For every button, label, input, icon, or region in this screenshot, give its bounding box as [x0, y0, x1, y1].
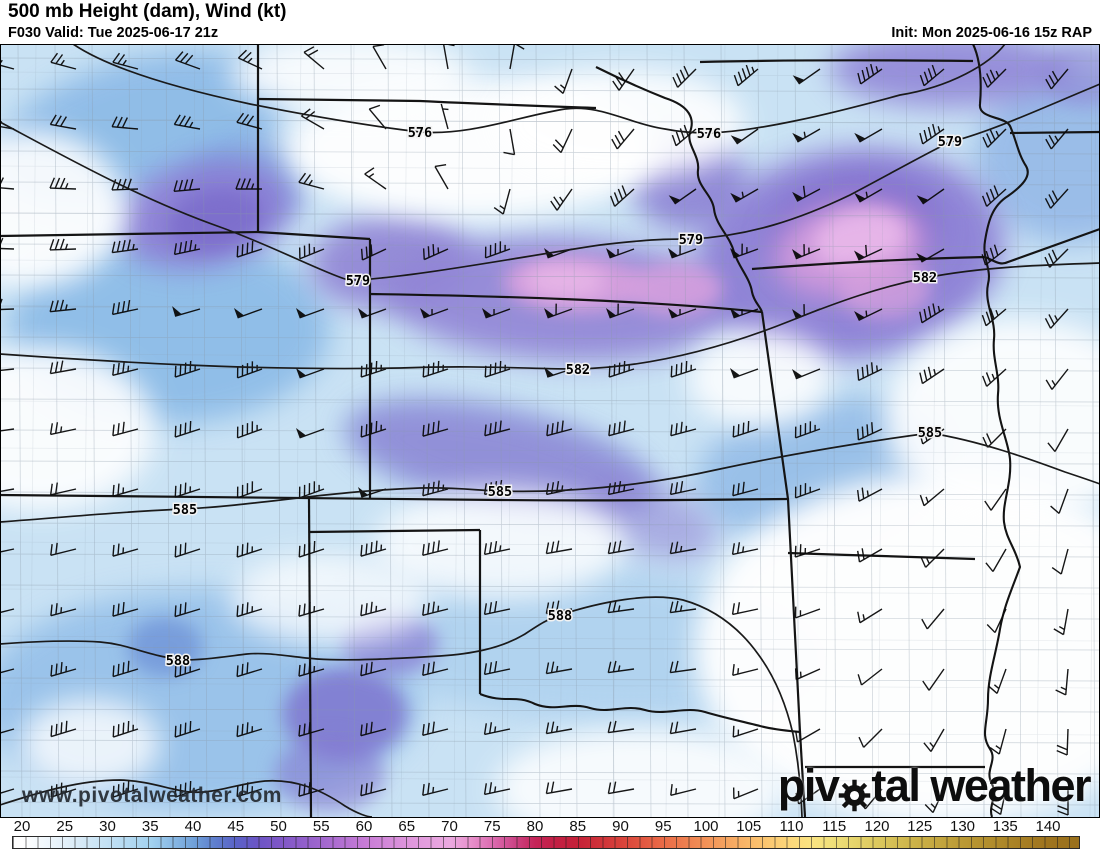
init-time-label: Init: Mon 2025-06-16 15z RAP: [891, 25, 1092, 41]
valid-time-label: F030 Valid: Tue 2025-06-17 21z: [8, 25, 219, 41]
colorbar-tick: 80: [526, 818, 544, 835]
logo-text-prefix: piv: [777, 760, 840, 811]
colorbar-tick: 130: [949, 818, 976, 835]
colorbar-tick: 35: [141, 818, 159, 835]
contour-label-579: 579: [346, 273, 370, 289]
colorbar-tick: 75: [483, 818, 501, 835]
colorbar-tick: 85: [569, 818, 587, 835]
contour-label-576: 576: [408, 125, 432, 141]
contour-label-585: 585: [918, 425, 942, 441]
logo-text-suffix: tal weather: [871, 760, 1091, 811]
colorbar-tick: 115: [822, 818, 847, 835]
gear-icon: [837, 772, 872, 811]
contour-label-588: 588: [166, 653, 190, 669]
contour-labels: 576 576 579 579 579 582 582 585 585 585 588 588: [164, 124, 963, 671]
colorbar-tick: 105: [736, 818, 762, 835]
county-boundaries-fine: [0, 43, 1100, 819]
contour-label-576: 576: [697, 126, 721, 142]
contour-label-585: 585: [488, 484, 512, 500]
colorbar-tick: 110: [779, 818, 804, 835]
wind-barbs: [0, 42, 1069, 816]
colorbar-tick: 45: [227, 818, 245, 835]
colorbar-tick: 120: [864, 818, 890, 835]
colorbar-tick: 20: [13, 818, 31, 835]
wind-speed-fill: [0, 31, 1100, 849]
colorbar-tick: 90: [612, 818, 629, 835]
colorbar-tick: 140: [1035, 818, 1061, 835]
colorbar-tick: 125: [907, 818, 933, 835]
contour-label-585: 585: [173, 502, 197, 518]
map-canvas: 576 576 579 579 579 582 582 585 585 585 588 588: [0, 31, 1100, 849]
colorbar-tick: 100: [693, 818, 719, 835]
colorbar-tick: 60: [355, 818, 373, 835]
watermark: www.pivotalweather.com: [22, 784, 282, 807]
contour-label-579: 579: [679, 232, 703, 248]
colorbar-tick: 65: [398, 818, 416, 835]
pivotal-weather-logo: piv tal weather: [777, 760, 1092, 812]
colorbar-tick: 70: [441, 818, 458, 835]
colorbar-tick-labels: 20 25 30 35 40 45 50 55 60 65 70 75 80 85 90 95 100 105 11…: [0, 818, 1100, 836]
page-title: 500 mb Height (dam), Wind (kt): [8, 1, 287, 22]
colorbar-cell-grid: [13, 837, 1079, 848]
colorbar-tick: 135: [992, 818, 1018, 835]
colorbar-tick: 50: [270, 818, 287, 835]
colorbar-tick: 95: [654, 818, 672, 835]
rivers: [479, 43, 1029, 818]
height-contours: [0, 43, 1100, 818]
colorbar: [12, 836, 1080, 849]
colorbar-tick: 40: [184, 818, 202, 835]
weather-map: 576 576 579 579 579 582 582 585 585 585 588 588 www…: [0, 31, 1100, 849]
contour-label-588: 588: [548, 608, 572, 624]
colorbar-tick: 30: [99, 818, 116, 835]
contour-label-579: 579: [938, 134, 962, 150]
contour-label-582: 582: [566, 362, 590, 378]
contour-label-582: 582: [913, 270, 937, 286]
colorbar-tick: 25: [56, 818, 74, 835]
colorbar-tick: 55: [312, 818, 330, 835]
